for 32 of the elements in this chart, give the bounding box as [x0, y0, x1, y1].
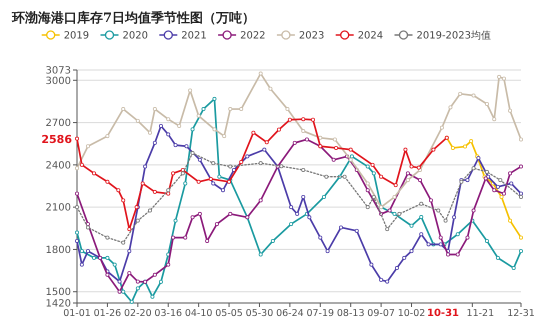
legend-label: 2021	[181, 30, 207, 42]
text: 10-31	[427, 308, 460, 319]
x-tick-label: 06-24	[276, 308, 304, 319]
x-tick-label: 09-07	[367, 308, 395, 319]
legend-label: 2023	[298, 30, 324, 42]
y-tick-label: 3000	[46, 76, 71, 87]
x-tick-label: 05-05	[215, 308, 243, 319]
x-tick-label: 12-31	[507, 308, 535, 319]
x-tick-label: 01-26	[94, 308, 122, 319]
y-tick-label: 1420	[46, 298, 71, 310]
x-tick-label: 01-01	[63, 308, 91, 319]
x-tick-label: 07-19	[306, 308, 334, 319]
legend-label: 2019	[64, 30, 90, 42]
x-tick-label: 03-16	[154, 308, 182, 319]
y-tick-label: 3073	[46, 66, 71, 76]
legend-label: 2019-2023均值	[416, 30, 492, 42]
legend-label: 2024	[358, 30, 384, 42]
y-tick-label: 2100	[46, 202, 71, 214]
text: 2586	[41, 132, 72, 146]
legend-label: 2022	[240, 30, 266, 42]
x-tick-label: 02-20	[124, 308, 152, 319]
x-tick-label: 08-13	[336, 308, 365, 319]
y-tick-label: 2400	[46, 160, 71, 172]
y-tick-label: 1500	[46, 287, 71, 298]
x-tick-label: 04-10	[184, 308, 212, 319]
chart-title: 环渤海港口库存7日均值季节性图（万吨）	[11, 10, 256, 26]
x-tick-label: 05-30	[246, 308, 274, 319]
x-tick-label: 10-02	[398, 308, 426, 319]
y-tick-label: 2700	[46, 118, 71, 130]
legend-label: 2020	[122, 30, 148, 42]
y-tick-label: 1800	[46, 244, 71, 256]
x-tick-label: 11-21	[466, 308, 494, 319]
